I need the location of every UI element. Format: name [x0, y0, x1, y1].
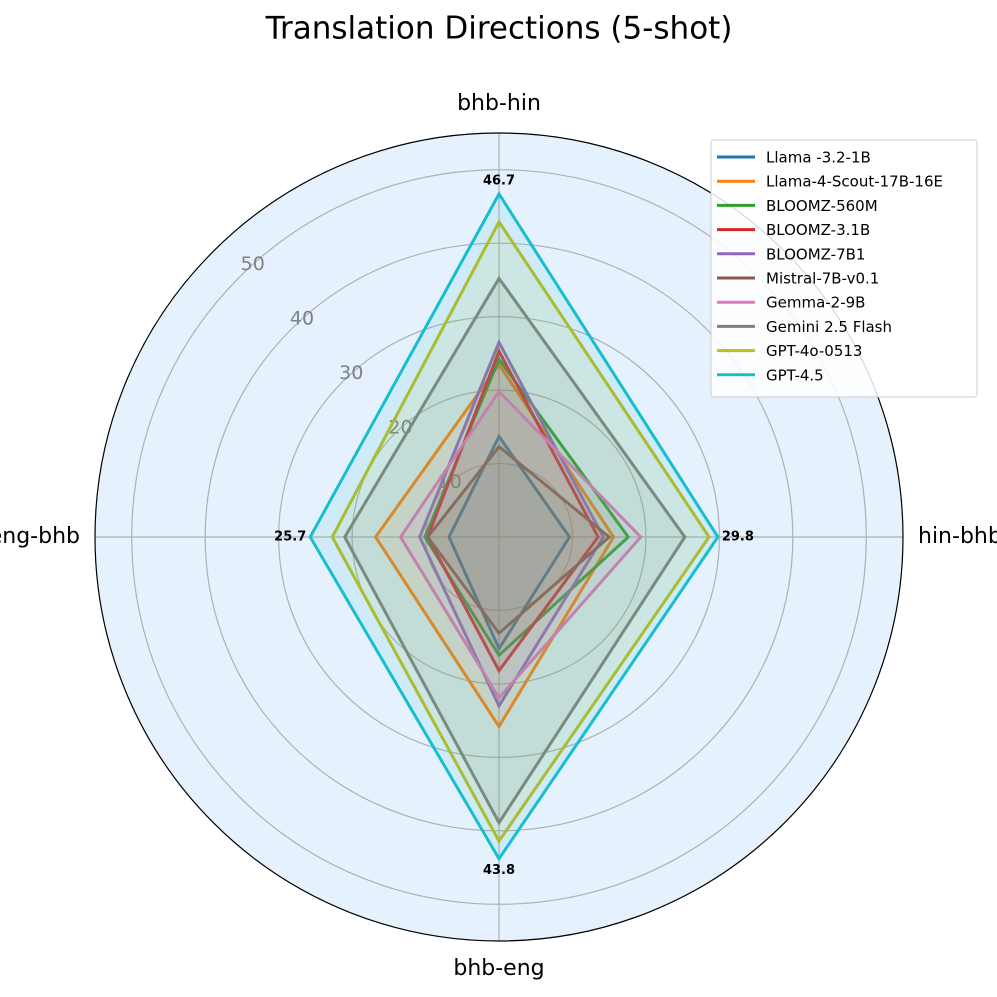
legend-label: BLOOMZ-560M — [766, 197, 878, 215]
axis-label: eng-bhb — [0, 524, 80, 549]
series-line — [426, 347, 600, 674]
plot-border — [94, 132, 904, 942]
axis-label: hin-bhb — [918, 524, 997, 549]
r-tick-label: 50 — [241, 253, 265, 275]
series-area — [400, 391, 641, 698]
legend-label: Gemini 2.5 Flash — [766, 318, 892, 336]
legend-label: BLOOMZ-7B1 — [766, 245, 865, 263]
legend-label: Llama -3.2-1B — [766, 149, 871, 167]
r-tick-label: 30 — [339, 362, 363, 384]
axis-label: bhb-eng — [453, 956, 544, 981]
legend-label: Llama-4-Scout-17B-16E — [766, 173, 943, 191]
legend-label: GPT-4.5 — [766, 366, 824, 384]
legend-label: Gemma-2-9B — [766, 294, 865, 312]
series-area — [427, 446, 610, 634]
series-line — [308, 191, 720, 862]
series-area — [419, 342, 604, 706]
series-area — [449, 436, 570, 649]
value-label: 29.8 — [722, 530, 754, 545]
legend-box — [710, 139, 978, 398]
value-label: 43.8 — [483, 863, 515, 878]
r-tick-label: 40 — [290, 308, 314, 330]
series-area — [344, 278, 685, 823]
series-line — [425, 444, 612, 636]
series-line — [398, 389, 643, 701]
legend: Llama -3.2-1B Llama-4-Scout-17B-16E BLOOMZ… — [710, 139, 978, 398]
series-line — [373, 361, 616, 730]
legend-label: BLOOMZ-3.1B — [766, 221, 870, 239]
series-line — [330, 218, 711, 844]
series-line — [343, 275, 687, 826]
legend-label: Mistral-7B-v0.1 — [766, 270, 879, 288]
axis-label: bhb-hin — [457, 91, 541, 116]
series-area — [310, 193, 718, 859]
value-label: 46.7 — [483, 173, 515, 188]
legend-label: GPT-4o-0513 — [766, 342, 862, 360]
series-area — [332, 221, 710, 842]
series-line — [447, 433, 572, 652]
plot-area: 1020304050bhb-hinhin-bhbbhb-engeng-bhb46… — [0, 91, 997, 981]
chart-title: Translation Directions (5-shot) — [265, 11, 733, 47]
value-label: 25.7 — [274, 530, 306, 545]
series-area — [427, 351, 599, 671]
